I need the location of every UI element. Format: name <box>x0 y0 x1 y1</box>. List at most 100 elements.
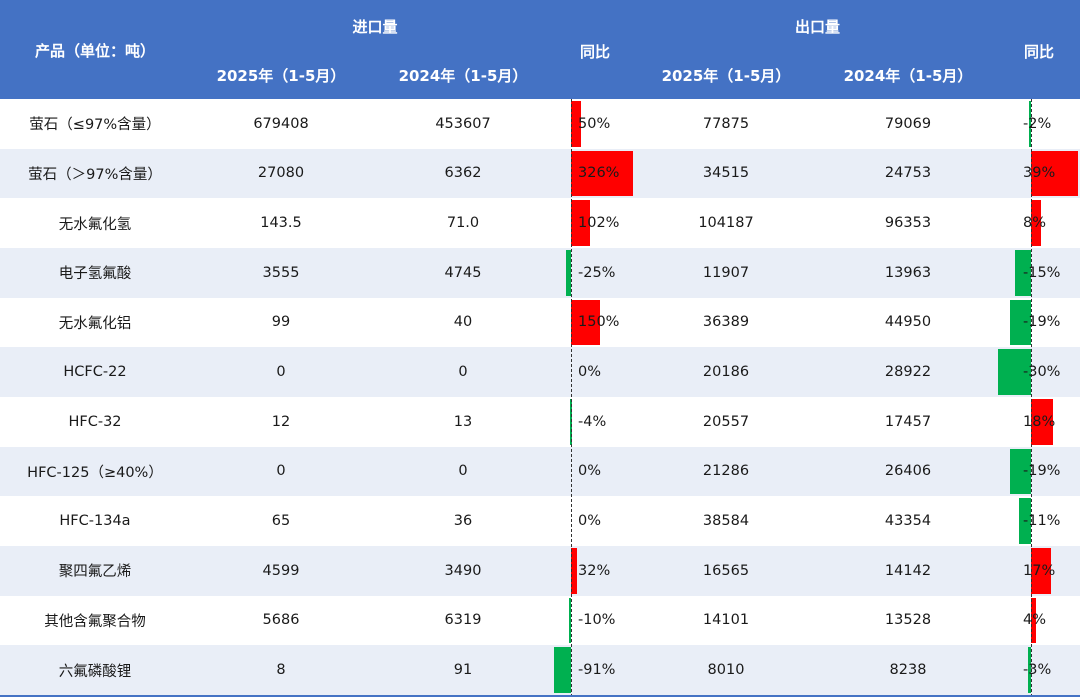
product-name: 六氟磷酸锂 <box>58 663 132 680</box>
table-body: 萤石（≤97%含量） 679408 453607 50% 77875 79069 -2% 萤石… <box>0 99 1080 695</box>
table-row: 萤石（＞97%含量） 27080 6362 326% 34515 24753 39% <box>0 148 1080 199</box>
product-name: 萤石（≤97%含量） <box>29 117 161 134</box>
export-2024-value: 17457 <box>884 413 932 430</box>
header-export-yoy: 同比 <box>1023 43 1054 61</box>
header-import-yoy: 同比 <box>579 43 610 61</box>
import-yoy-label: 50% <box>578 115 611 132</box>
import-yoy-bar <box>571 299 600 346</box>
export-2025-value: 104187 <box>698 215 754 232</box>
bottom-border <box>0 695 1080 697</box>
import-2024-value: 4745 <box>444 264 482 281</box>
export-2025-value: 20557 <box>702 413 750 430</box>
export-yoy-label: -2% <box>1023 115 1052 132</box>
import-2024-value: 6319 <box>444 612 482 629</box>
export-2024-value: 79069 <box>884 115 932 132</box>
import-yoy-label: 0% <box>578 364 602 381</box>
table-row: HFC-125（≥40%） 0 0 0% 21286 26406 -19% <box>0 446 1080 497</box>
export-2024-value: 26406 <box>884 463 932 480</box>
table-row: 聚四氟乙烯 4599 3490 32% 16565 14142 17% <box>0 545 1080 596</box>
import-2024-value: 71.0 <box>446 215 480 232</box>
import-2025-value: 27080 <box>257 165 305 182</box>
table-row: 六氟磷酸锂 8 91 -91% 8010 8238 -3% <box>0 645 1080 695</box>
import-2025-value: 5686 <box>262 612 300 629</box>
product-name: HCFC-22 <box>63 364 127 381</box>
export-yoy-bar <box>1028 101 1031 147</box>
export-2025-value: 77875 <box>702 115 750 132</box>
import-2025-value: 4599 <box>262 562 300 579</box>
export-2025-value: 14101 <box>702 612 750 629</box>
import-yoy-bar <box>571 150 633 197</box>
product-name: 其他含氟聚合物 <box>44 613 146 630</box>
import-2025-value: 8 <box>276 662 286 679</box>
export-yoy-bar <box>1018 498 1031 544</box>
import-yoy-bar <box>569 597 572 644</box>
import-yoy-bar <box>553 647 571 693</box>
table-row: 电子氢氟酸 3555 4745 -25% 11907 13963 -15% <box>0 247 1080 298</box>
export-yoy-label: 39% <box>1023 165 1056 182</box>
export-yoy-bar <box>1031 200 1041 246</box>
export-2025-value: 21286 <box>702 463 750 480</box>
export-yoy-label: 18% <box>1023 413 1056 430</box>
export-yoy-bar <box>998 349 1031 395</box>
table-row: HCFC-22 0 0 0% 20186 28922 -30% <box>0 347 1080 397</box>
import-yoy-label: -4% <box>578 413 607 430</box>
export-yoy-bar <box>1031 597 1036 644</box>
header-export-2025: 2025年（1-5月） <box>661 67 791 85</box>
import-yoy-bar <box>571 547 578 594</box>
import-2025-value: 0 <box>276 364 286 381</box>
product-name: HFC-125（≥40%） <box>27 464 163 481</box>
import-yoy-label: 0% <box>578 513 602 530</box>
table-row: 萤石（≤97%含量） 679408 453607 50% 77875 79069 -2% <box>0 99 1080 149</box>
product-name: 无水氟化铝 <box>58 315 132 332</box>
import-2024-value: 453607 <box>435 115 491 132</box>
export-2024-value: 28922 <box>884 364 932 381</box>
product-name: HFC-32 <box>68 413 122 430</box>
product-name: 无水氟化氢 <box>58 216 132 233</box>
import-2025-value: 3555 <box>262 264 300 281</box>
export-2025-value: 38584 <box>702 513 750 530</box>
export-yoy-bar <box>1031 398 1053 445</box>
export-yoy-label: -19% <box>1023 463 1061 480</box>
header-import-2025: 2025年（1-5月） <box>216 67 346 85</box>
header-import-group: 进口量 <box>352 18 398 36</box>
export-2024-value: 43354 <box>884 513 932 530</box>
export-yoy-label: -11% <box>1023 513 1061 530</box>
import-yoy-label: 0% <box>578 463 602 480</box>
export-2025-value: 20186 <box>702 364 750 381</box>
export-2025-value: 36389 <box>702 314 750 331</box>
import-yoy-axis <box>571 99 572 697</box>
import-2024-value: 6362 <box>444 165 482 182</box>
import-yoy-label: 326% <box>578 165 620 182</box>
import-2025-value: 12 <box>271 413 291 430</box>
export-yoy-bar <box>1010 299 1031 346</box>
header-product: 产品（单位：吨） <box>34 42 155 60</box>
product-name: HFC-134a <box>59 513 131 530</box>
table-row: 其他含氟聚合物 5686 6319 -10% 14101 13528 4% <box>0 596 1080 646</box>
export-2024-value: 24753 <box>884 165 932 182</box>
import-2024-value: 13 <box>453 413 473 430</box>
export-2024-value: 8238 <box>889 662 927 679</box>
export-yoy-bar <box>1014 249 1031 296</box>
import-yoy-bar <box>571 101 581 147</box>
export-2025-value: 8010 <box>707 662 745 679</box>
product-name: 萤石（＞97%含量） <box>28 166 162 183</box>
import-yoy-label: -91% <box>578 662 616 679</box>
table-row: HFC-32 12 13 -4% 20557 17457 18% <box>0 397 1080 447</box>
export-yoy-axis <box>1031 99 1032 697</box>
header-import-2024: 2024年（1-5月） <box>398 67 528 85</box>
table-row: HFC-134a 65 36 0% 38584 43354 -11% <box>0 496 1080 546</box>
import-2024-value: 36 <box>453 513 473 530</box>
import-yoy-label: 32% <box>578 562 611 579</box>
export-2024-value: 13528 <box>884 612 932 629</box>
export-2025-value: 34515 <box>702 165 750 182</box>
table-row: 无水氟化氢 143.5 71.0 102% 104187 96353 8% <box>0 198 1080 248</box>
import-2024-value: 40 <box>453 314 473 331</box>
import-2024-value: 0 <box>458 463 468 480</box>
export-2024-value: 13963 <box>884 264 932 281</box>
import-yoy-bar <box>566 249 571 296</box>
export-yoy-bar <box>1010 448 1031 495</box>
import-2025-value: 143.5 <box>260 215 302 232</box>
import-2024-value: 3490 <box>444 562 482 579</box>
export-yoy-label: 4% <box>1023 612 1047 629</box>
